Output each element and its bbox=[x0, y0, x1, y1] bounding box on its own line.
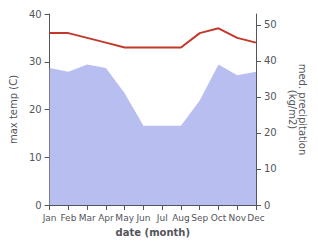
svg-text:0: 0 bbox=[264, 200, 270, 211]
svg-text:Nov: Nov bbox=[228, 213, 246, 223]
svg-text:10: 10 bbox=[264, 163, 277, 174]
svg-text:med. precipitation: med. precipitation bbox=[297, 63, 309, 156]
svg-text:Oct: Oct bbox=[211, 213, 227, 223]
svg-text:20: 20 bbox=[264, 127, 277, 138]
svg-text:40: 40 bbox=[264, 55, 277, 66]
svg-text:Mar: Mar bbox=[79, 213, 96, 223]
svg-text:20: 20 bbox=[29, 104, 42, 115]
svg-text:Sep: Sep bbox=[191, 213, 208, 223]
svg-text:Jul: Jul bbox=[156, 213, 168, 223]
svg-text:Aug: Aug bbox=[172, 213, 190, 223]
svg-text:Apr: Apr bbox=[98, 213, 114, 223]
svg-text:30: 30 bbox=[29, 56, 42, 67]
svg-text:Jan: Jan bbox=[42, 213, 57, 223]
svg-text:0: 0 bbox=[35, 200, 41, 211]
svg-text:10: 10 bbox=[29, 152, 42, 163]
svg-text:Jun: Jun bbox=[135, 213, 150, 223]
svg-text:max temp (C): max temp (C) bbox=[8, 75, 19, 144]
svg-text:40: 40 bbox=[29, 9, 42, 20]
svg-text:Feb: Feb bbox=[60, 213, 76, 223]
svg-text:30: 30 bbox=[264, 91, 277, 102]
svg-text:May: May bbox=[115, 213, 134, 223]
svg-text:date (month): date (month) bbox=[116, 227, 190, 238]
svg-text:50: 50 bbox=[264, 19, 277, 30]
svg-text:Dec: Dec bbox=[247, 213, 264, 223]
svg-text:(kg/m2): (kg/m2) bbox=[287, 90, 298, 130]
